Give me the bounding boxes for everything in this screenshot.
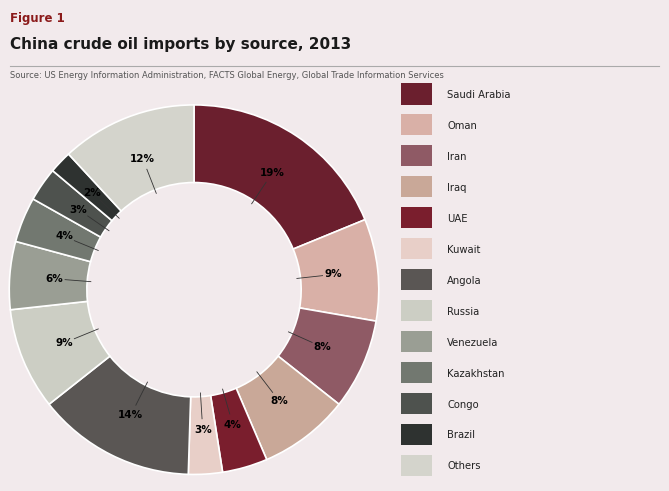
- Text: UAE: UAE: [447, 214, 468, 224]
- FancyBboxPatch shape: [401, 331, 432, 352]
- Text: 14%: 14%: [118, 410, 143, 420]
- Wedge shape: [9, 242, 90, 310]
- Text: Source: US Energy Information Administration, FACTS Global Energy, Global Trade : Source: US Energy Information Administra…: [10, 71, 444, 80]
- FancyBboxPatch shape: [401, 238, 432, 259]
- Wedge shape: [53, 154, 121, 220]
- Text: 6%: 6%: [45, 274, 63, 284]
- FancyBboxPatch shape: [401, 145, 432, 166]
- Wedge shape: [49, 356, 191, 474]
- Wedge shape: [15, 199, 100, 262]
- FancyBboxPatch shape: [401, 455, 432, 476]
- Wedge shape: [293, 219, 379, 321]
- Text: 19%: 19%: [260, 168, 285, 178]
- Text: 9%: 9%: [324, 270, 343, 279]
- Wedge shape: [68, 105, 194, 211]
- Text: 3%: 3%: [194, 425, 211, 435]
- Text: Brazil: Brazil: [447, 431, 475, 440]
- Text: Oman: Oman: [447, 121, 477, 131]
- FancyBboxPatch shape: [401, 207, 432, 228]
- FancyBboxPatch shape: [401, 114, 432, 136]
- Wedge shape: [194, 105, 365, 249]
- Text: 2%: 2%: [84, 188, 101, 198]
- Text: 4%: 4%: [55, 231, 73, 242]
- Wedge shape: [211, 388, 267, 472]
- FancyBboxPatch shape: [401, 393, 432, 414]
- Text: 4%: 4%: [224, 420, 242, 430]
- Text: 9%: 9%: [56, 338, 73, 348]
- FancyBboxPatch shape: [401, 424, 432, 445]
- FancyBboxPatch shape: [401, 362, 432, 383]
- FancyBboxPatch shape: [401, 269, 432, 290]
- Text: Venezuela: Venezuela: [447, 338, 498, 348]
- Text: China crude oil imports by source, 2013: China crude oil imports by source, 2013: [10, 37, 351, 52]
- Text: 8%: 8%: [313, 342, 331, 352]
- Text: Kazakhstan: Kazakhstan: [447, 369, 504, 379]
- Text: Angola: Angola: [447, 276, 482, 286]
- Text: Russia: Russia: [447, 307, 480, 317]
- Text: Iran: Iran: [447, 152, 467, 162]
- Text: Figure 1: Figure 1: [10, 12, 65, 25]
- Wedge shape: [278, 308, 376, 404]
- FancyBboxPatch shape: [401, 300, 432, 321]
- Wedge shape: [236, 356, 339, 460]
- Text: 3%: 3%: [70, 205, 88, 215]
- FancyBboxPatch shape: [401, 83, 432, 105]
- Text: Kuwait: Kuwait: [447, 245, 480, 255]
- Wedge shape: [33, 171, 112, 237]
- Text: 8%: 8%: [270, 396, 288, 406]
- Text: Iraq: Iraq: [447, 183, 467, 193]
- Wedge shape: [10, 301, 110, 404]
- Wedge shape: [188, 396, 223, 474]
- Text: Saudi Arabia: Saudi Arabia: [447, 90, 510, 100]
- Text: Congo: Congo: [447, 400, 479, 409]
- Text: 12%: 12%: [130, 154, 155, 164]
- Text: Others: Others: [447, 462, 480, 471]
- FancyBboxPatch shape: [401, 176, 432, 197]
